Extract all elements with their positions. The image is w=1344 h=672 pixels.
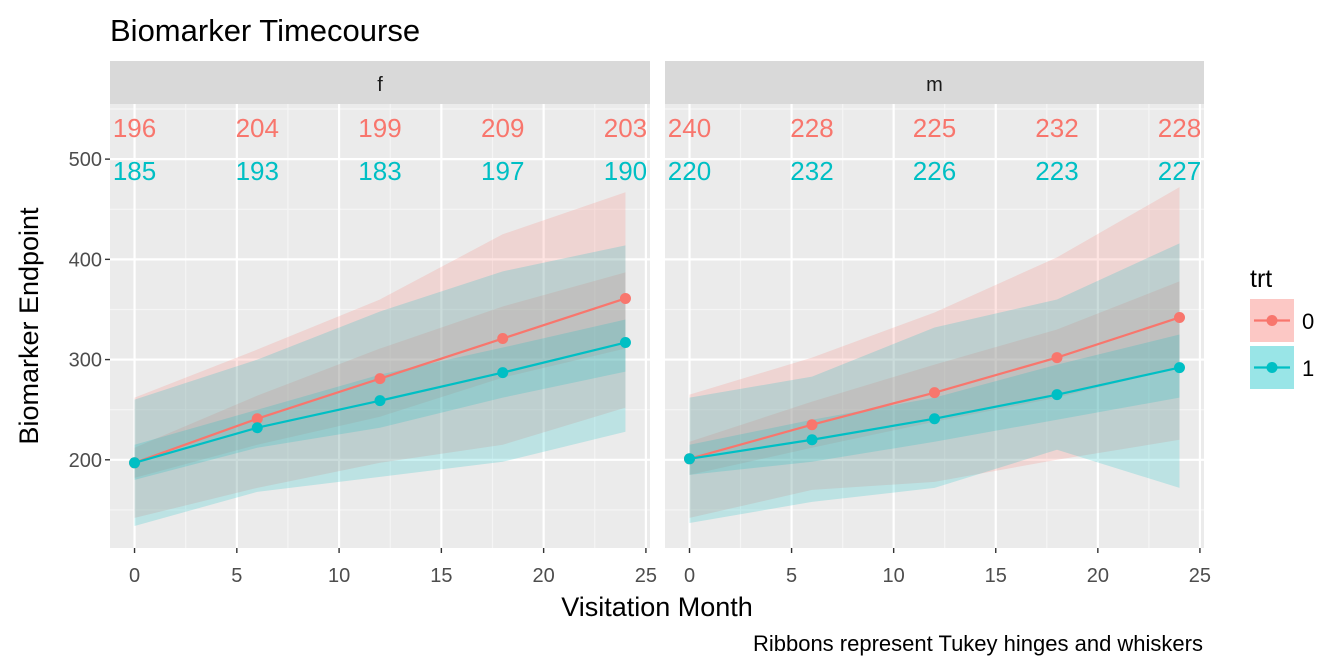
panel-background <box>665 104 1204 548</box>
median-point-trt-0 <box>497 333 509 345</box>
count-label-trt-1: 232 <box>790 156 833 186</box>
median-point-trt-1 <box>374 395 386 407</box>
count-label-trt-1: 226 <box>913 156 956 186</box>
y-tick-label: 200 <box>69 450 102 472</box>
count-label-trt-0: 204 <box>236 113 279 143</box>
facet-strip <box>665 61 1204 104</box>
legend-label: 0 <box>1302 309 1314 334</box>
x-axis-title: Visitation Month <box>561 592 753 622</box>
x-tick-label: 20 <box>533 565 555 587</box>
chart-panels: f 196 204 199 209 203 185 193 183 197 190 0 5 10 15 20 2… <box>69 61 1211 587</box>
facet-strip-label: m <box>926 74 943 96</box>
median-point-trt-1 <box>929 413 940 425</box>
chart-title: Biomarker Timecourse <box>110 13 420 48</box>
median-point-trt-0 <box>806 419 818 431</box>
x-tick-label: 0 <box>129 565 140 587</box>
x-tick-label: 5 <box>786 565 797 587</box>
median-point-trt-1 <box>619 337 631 349</box>
count-label-trt-0: 240 <box>668 113 711 143</box>
count-label-trt-1: 227 <box>1158 156 1201 186</box>
legend-key-trt-0: 0 <box>1250 299 1314 342</box>
x-tick-label: 20 <box>1087 565 1109 587</box>
y-axis-title: Biomarker Endpoint <box>14 207 44 445</box>
x-tick-label: 10 <box>883 565 905 587</box>
legend-point <box>1266 362 1278 373</box>
legend-point <box>1266 315 1278 326</box>
count-label-trt-0: 228 <box>1158 113 1201 143</box>
chart-caption: Ribbons represent Tukey hinges and whisk… <box>753 631 1203 656</box>
x-tick-label: 15 <box>985 565 1007 587</box>
whisker-ribbon-trt-0 <box>134 192 626 518</box>
legend-label: 1 <box>1302 356 1314 381</box>
y-tick-label: 400 <box>69 249 102 271</box>
count-label-trt-0: 228 <box>790 113 833 143</box>
whisker-ribbon-trt-1 <box>134 245 626 526</box>
count-label-trt-1: 220 <box>668 156 711 186</box>
x-tick-label: 5 <box>231 565 242 587</box>
median-point-trt-0 <box>1051 352 1063 364</box>
count-label-trt-1: 223 <box>1035 156 1078 186</box>
count-label-trt-0: 196 <box>113 113 156 143</box>
count-label-trt-1: 185 <box>113 156 156 186</box>
count-label-trt-1: 183 <box>358 156 401 186</box>
legend-title: trt <box>1250 265 1272 293</box>
count-label-trt-0: 225 <box>913 113 956 143</box>
median-point-trt-0 <box>251 413 263 425</box>
median-point-trt-0 <box>374 373 386 385</box>
median-point-trt-1 <box>251 422 263 434</box>
median-point-trt-0 <box>929 387 940 399</box>
median-point-trt-1 <box>497 367 509 379</box>
x-tick-label: 25 <box>635 565 657 587</box>
facet-strip <box>110 61 650 104</box>
panel-f: f 196 204 199 209 203 185 193 183 197 190 0 5 10 15 20 2… <box>69 61 657 587</box>
median-point-trt-1 <box>806 434 818 446</box>
whisker-ribbon-trt-1 <box>689 243 1180 523</box>
median-point-trt-1 <box>129 457 141 469</box>
count-label-trt-0: 232 <box>1035 113 1078 143</box>
median-point-trt-1 <box>684 453 695 465</box>
y-tick-label: 300 <box>69 350 102 372</box>
count-label-trt-0: 203 <box>604 113 647 143</box>
count-label-trt-0: 199 <box>358 113 401 143</box>
x-tick-label: 10 <box>328 565 350 587</box>
median-point-trt-0 <box>619 292 631 304</box>
median-point-trt-0 <box>1174 311 1185 323</box>
count-label-trt-0: 209 <box>481 113 524 143</box>
x-tick-label: 15 <box>430 565 452 587</box>
count-label-trt-1: 190 <box>604 156 647 186</box>
median-point-trt-1 <box>1174 362 1185 374</box>
count-label-trt-1: 197 <box>481 156 524 186</box>
legend: trt 0 1 <box>1250 265 1314 389</box>
count-label-trt-1: 193 <box>236 156 279 186</box>
x-tick-label: 0 <box>684 565 695 587</box>
y-tick-label: 500 <box>69 149 102 171</box>
x-tick-label: 25 <box>1189 565 1211 587</box>
legend-key-trt-1: 1 <box>1250 346 1314 389</box>
facet-strip-label: f <box>377 74 383 96</box>
panel-m: m 240 228 225 232 228 220 232 226 223 227 0 5 10 15 20 2… <box>665 61 1211 587</box>
panel-background <box>110 104 650 548</box>
median-point-trt-1 <box>1051 389 1063 401</box>
